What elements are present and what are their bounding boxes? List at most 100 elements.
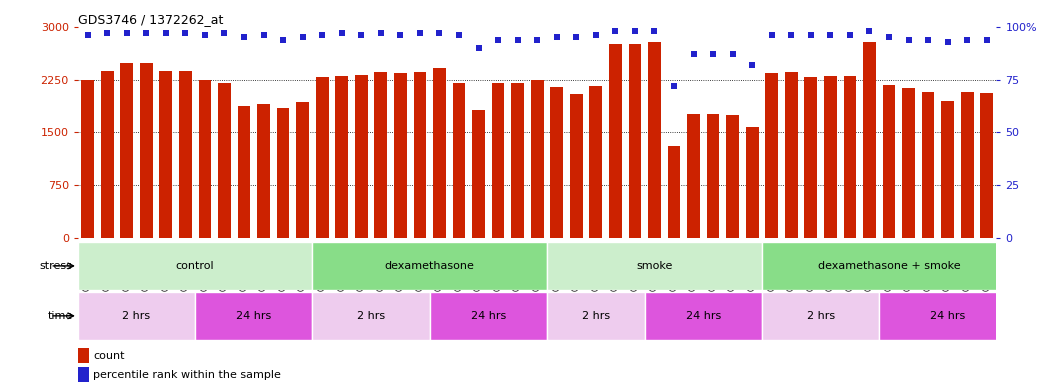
Point [431, 30, 447, 36]
Text: 24 hrs: 24 hrs [236, 311, 271, 321]
Bar [238, 106, 250, 238]
Bar [101, 71, 113, 238]
Bar [824, 76, 837, 238]
Bar [312, 292, 430, 340]
Bar [472, 110, 485, 238]
Bar [922, 92, 934, 238]
Point [705, 51, 721, 58]
Bar [492, 83, 504, 238]
Point [685, 51, 702, 58]
Point [392, 32, 409, 38]
Text: GDS3746 / 1372262_at: GDS3746 / 1372262_at [78, 13, 223, 26]
Bar [961, 92, 974, 238]
Bar [160, 71, 172, 238]
Bar [609, 44, 622, 238]
Text: 24 hrs: 24 hrs [930, 311, 965, 321]
Bar [430, 292, 547, 340]
Point [548, 35, 565, 41]
Text: stress: stress [39, 261, 73, 271]
Bar [765, 73, 778, 238]
Point [763, 32, 780, 38]
Bar [570, 94, 582, 238]
Bar [785, 72, 797, 238]
Bar [863, 42, 876, 238]
Point [528, 36, 546, 43]
Bar [902, 88, 914, 238]
Text: 24 hrs: 24 hrs [686, 311, 721, 321]
Bar [629, 44, 641, 238]
Point [920, 36, 936, 43]
Bar [707, 114, 719, 238]
Point [862, 28, 878, 34]
Bar [762, 242, 1016, 290]
Point [959, 36, 976, 43]
Point [510, 36, 526, 43]
Bar [746, 127, 759, 238]
Point [196, 32, 213, 38]
Bar [312, 242, 547, 290]
Point [979, 36, 995, 43]
Bar [78, 367, 89, 382]
Text: percentile rank within the sample: percentile rank within the sample [93, 370, 281, 380]
Point [353, 32, 370, 38]
Bar [78, 292, 195, 340]
Point [313, 32, 330, 38]
Point [255, 32, 272, 38]
Bar [645, 292, 762, 340]
Bar [375, 72, 387, 238]
Text: 2 hrs: 2 hrs [122, 311, 151, 321]
Bar [198, 80, 212, 238]
Point [802, 32, 819, 38]
Point [177, 30, 194, 36]
Point [295, 35, 311, 41]
Bar [648, 42, 661, 238]
Point [236, 35, 252, 41]
Bar [882, 85, 896, 238]
Point [665, 83, 682, 89]
Point [607, 28, 624, 34]
Point [412, 30, 429, 36]
Bar [547, 292, 645, 340]
Bar [687, 114, 700, 238]
Bar [81, 80, 94, 238]
Text: dexamethasone + smoke: dexamethasone + smoke [818, 261, 960, 271]
Bar [547, 242, 762, 290]
Bar [316, 77, 328, 238]
Bar [78, 348, 89, 363]
Bar [530, 80, 544, 238]
Bar [195, 292, 312, 340]
Point [275, 36, 292, 43]
Bar [453, 83, 465, 238]
Text: 24 hrs: 24 hrs [470, 311, 506, 321]
Point [783, 32, 799, 38]
Bar [394, 73, 407, 238]
Bar [433, 68, 445, 238]
Point [138, 30, 155, 36]
Bar [355, 76, 367, 238]
Text: 2 hrs: 2 hrs [357, 311, 385, 321]
Text: count: count [93, 351, 125, 361]
Bar [257, 104, 270, 238]
Bar [296, 102, 309, 238]
Bar [512, 83, 524, 238]
Text: smoke: smoke [636, 261, 673, 271]
Bar [120, 63, 133, 238]
Point [158, 30, 174, 36]
Point [822, 32, 839, 38]
Point [373, 30, 389, 36]
Point [118, 30, 135, 36]
Point [490, 36, 507, 43]
Text: control: control [175, 261, 215, 271]
Bar [804, 77, 817, 238]
Point [450, 32, 467, 38]
Bar [550, 87, 563, 238]
Text: time: time [48, 311, 73, 321]
Point [842, 32, 858, 38]
Bar [879, 292, 1016, 340]
Point [880, 35, 897, 41]
Point [588, 32, 604, 38]
Bar [727, 115, 739, 238]
Point [79, 32, 95, 38]
Bar [277, 108, 290, 238]
Point [568, 35, 584, 41]
